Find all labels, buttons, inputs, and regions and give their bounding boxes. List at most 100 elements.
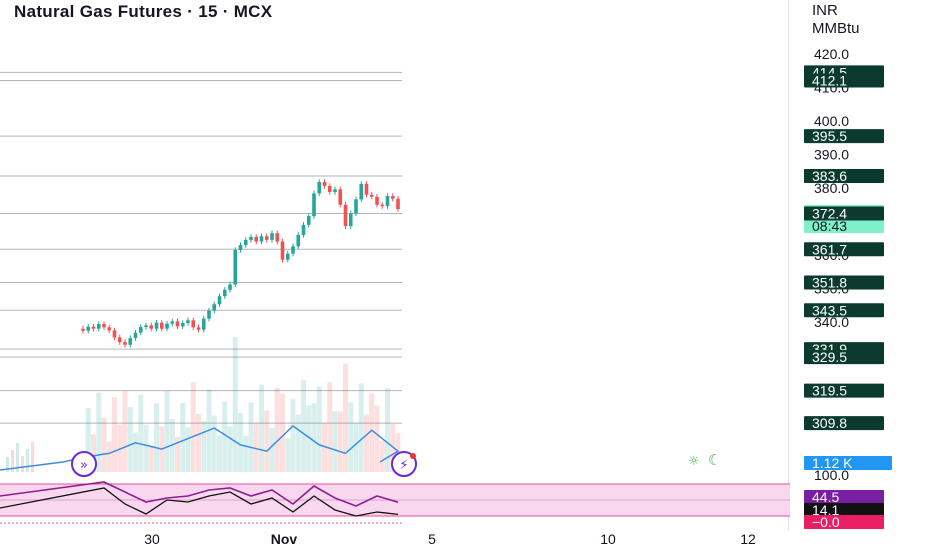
volume-bar bbox=[290, 398, 296, 472]
volume-bar bbox=[280, 393, 285, 472]
candle-body bbox=[96, 324, 101, 329]
volume-bar bbox=[185, 427, 191, 472]
candle-body bbox=[228, 284, 232, 290]
lightning-icon[interactable] bbox=[391, 451, 417, 477]
sun-icon[interactable]: ☼ bbox=[688, 454, 700, 469]
price-tag-bg bbox=[804, 490, 884, 504]
candle-body bbox=[312, 193, 316, 217]
volume-bar bbox=[232, 337, 238, 472]
candle-body bbox=[86, 326, 91, 331]
candle-body bbox=[306, 216, 311, 225]
forward-glyph: » bbox=[80, 458, 88, 473]
candle-body bbox=[123, 342, 127, 345]
candle-body bbox=[396, 198, 400, 210]
volume-bar bbox=[211, 415, 217, 472]
price-tag-label: 361.7 bbox=[812, 241, 847, 257]
volume-bar bbox=[96, 392, 102, 472]
volume-bar bbox=[138, 394, 144, 472]
volume-bar bbox=[106, 441, 112, 472]
price-axis-divider bbox=[788, 0, 789, 530]
candle-body bbox=[385, 196, 390, 207]
volume-bar bbox=[259, 384, 264, 472]
candle-body bbox=[196, 327, 201, 330]
volume-bar bbox=[175, 437, 180, 472]
candle-body bbox=[249, 236, 253, 240]
candle-body bbox=[317, 181, 322, 194]
candle-body bbox=[327, 185, 332, 193]
candle-body bbox=[102, 324, 106, 328]
candle-body bbox=[296, 234, 301, 247]
chart-title: Natural Gas Futures · 15 · MCX bbox=[14, 2, 273, 21]
volume-bar bbox=[306, 405, 312, 472]
price-tag-label: 309.8 bbox=[812, 415, 847, 431]
time-axis-tick: 12 bbox=[740, 531, 756, 547]
unit-label: MMBtu bbox=[812, 20, 860, 37]
price-tag-bg bbox=[804, 416, 884, 431]
price-tag-label: 383.6 bbox=[812, 168, 847, 184]
volume-bar bbox=[285, 438, 291, 472]
price-tag-bg bbox=[804, 168, 884, 183]
moon-icon[interactable]: ☾ bbox=[708, 451, 721, 469]
oscillator-line bbox=[0, 487, 399, 517]
volume-bar bbox=[227, 426, 233, 472]
volume-bar bbox=[243, 436, 249, 472]
price-tag-bg bbox=[804, 456, 892, 470]
candle-body bbox=[243, 239, 248, 245]
volume-bar bbox=[85, 407, 91, 472]
time-axis-tick: 10 bbox=[600, 531, 616, 547]
volume-bar bbox=[364, 414, 369, 472]
price-tag-bg bbox=[804, 206, 884, 221]
candle-body bbox=[180, 323, 185, 327]
price-tag-label: 412.1 bbox=[812, 72, 847, 88]
candle-body bbox=[138, 327, 143, 333]
volume-bar bbox=[11, 450, 14, 472]
volume-bar bbox=[301, 380, 306, 472]
candle-body bbox=[280, 241, 285, 260]
volume-bar bbox=[316, 386, 322, 472]
price-axis-tick: 380.0 bbox=[814, 180, 849, 196]
candle-body bbox=[380, 204, 385, 207]
candle-body bbox=[291, 246, 295, 254]
candle-body bbox=[207, 310, 211, 319]
volume-bar bbox=[343, 363, 348, 472]
volume-bar bbox=[117, 424, 123, 472]
currency-label: INR bbox=[812, 2, 838, 19]
candle-body bbox=[81, 328, 85, 331]
price-axis-tick: 400.0 bbox=[814, 113, 849, 129]
volume-bar bbox=[358, 383, 364, 472]
candle-body bbox=[322, 181, 327, 186]
candle-body bbox=[222, 289, 227, 297]
candle-body bbox=[375, 196, 379, 205]
candle-body bbox=[259, 236, 264, 242]
replay-forward-icon[interactable] bbox=[71, 451, 97, 477]
candle-body bbox=[212, 304, 217, 311]
volume-bar bbox=[385, 388, 390, 472]
candle-body bbox=[285, 253, 290, 260]
volume-bar bbox=[154, 403, 159, 472]
candle-body bbox=[238, 244, 243, 250]
volume-bar bbox=[6, 457, 9, 472]
volume-bar bbox=[122, 391, 128, 472]
volume-bar bbox=[274, 388, 280, 472]
volume-bar bbox=[311, 403, 317, 472]
price-axis-tick: 340.0 bbox=[814, 314, 849, 330]
price-tag-label: 372.4 bbox=[812, 205, 847, 221]
candle-body bbox=[159, 322, 164, 329]
candle-body bbox=[170, 321, 175, 324]
volume-bar bbox=[21, 456, 24, 472]
time-axis-tick: Nov bbox=[271, 531, 298, 547]
volume-bar bbox=[148, 445, 154, 472]
price-tag-label: 343.5 bbox=[812, 302, 847, 318]
candle-body bbox=[186, 320, 190, 324]
price-tag-label: 08:43 bbox=[812, 218, 847, 234]
volume-bar bbox=[222, 401, 228, 472]
candle-body bbox=[107, 327, 112, 331]
candle-body bbox=[333, 189, 337, 193]
volume-bar bbox=[143, 425, 149, 472]
price-tag-label: −0.0 bbox=[812, 514, 840, 530]
price-tag-bg bbox=[804, 242, 884, 257]
volume-bar bbox=[379, 440, 385, 472]
price-tag-bg bbox=[804, 129, 884, 144]
volume-bar bbox=[322, 422, 327, 472]
